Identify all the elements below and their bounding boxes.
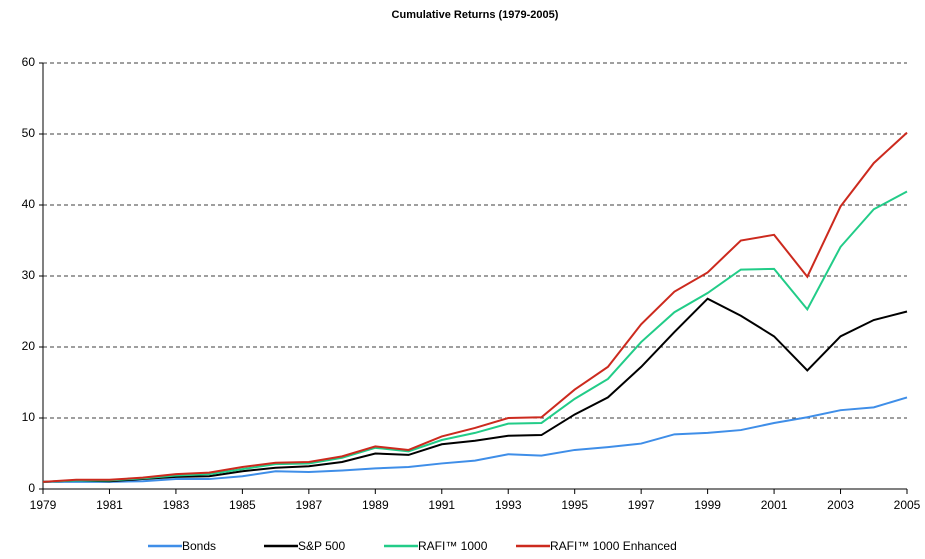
series-line	[43, 396, 908, 483]
y-tick-label: 10	[22, 410, 36, 424]
x-tick-label: 2005	[894, 498, 921, 512]
legend-label: S&P 500	[298, 539, 345, 553]
x-tick-label: 1987	[295, 498, 322, 512]
legend-label: Bonds	[182, 539, 216, 553]
x-tick-label: 1979	[30, 498, 57, 512]
series-line	[42, 297, 908, 483]
series-line	[42, 190, 908, 483]
y-tick-label: 0	[28, 481, 35, 495]
x-tick-label: 1981	[96, 498, 123, 512]
x-tick-label: 1999	[694, 498, 721, 512]
chart-title: Cumulative Returns (1979-2005)	[392, 9, 559, 21]
series-line	[42, 131, 908, 483]
x-tick-label: 1983	[163, 498, 190, 512]
x-tick-label: 1985	[229, 498, 256, 512]
x-tick-label: 2003	[827, 498, 854, 512]
x-tick-label: 1989	[362, 498, 389, 512]
y-tick-label: 30	[22, 268, 36, 282]
x-tick-label: 1991	[428, 498, 455, 512]
y-tick-label: 20	[22, 339, 36, 353]
legend-label: RAFI™ 1000 Enhanced	[550, 539, 677, 553]
legend-label: RAFI™ 1000	[418, 539, 488, 553]
x-tick-label: 1995	[561, 498, 588, 512]
y-tick-label: 60	[22, 55, 36, 69]
y-tick-label: 50	[22, 126, 36, 140]
y-tick-label: 40	[22, 197, 36, 211]
x-tick-label: 2001	[761, 498, 788, 512]
x-tick-label: 1997	[628, 498, 655, 512]
x-tick-label: 1993	[495, 498, 522, 512]
